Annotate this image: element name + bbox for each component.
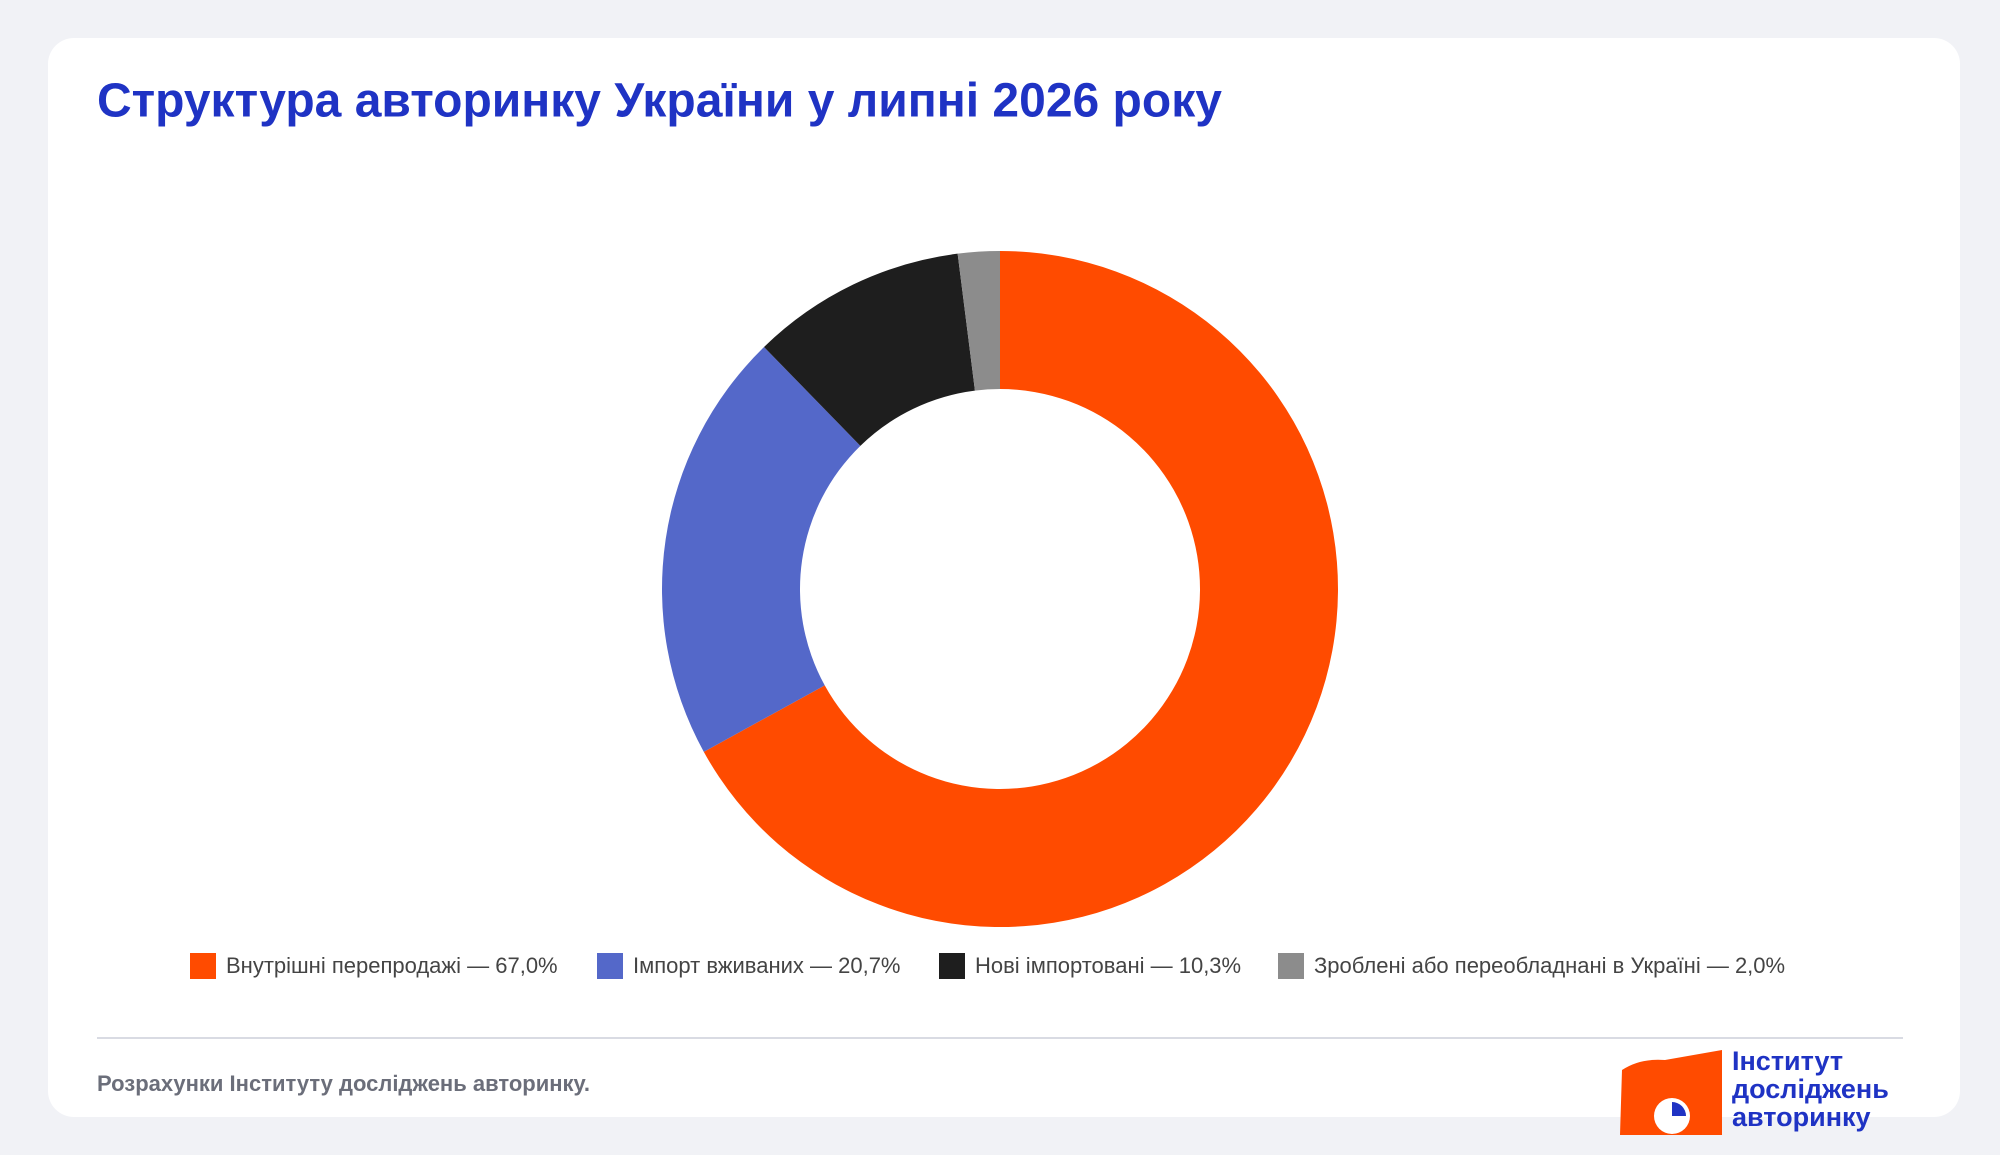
- donut-slice: [661, 347, 861, 752]
- logo-slice: [1672, 1102, 1686, 1116]
- legend-label: Нові імпортовані — 10,3%: [975, 953, 1241, 978]
- legend-swatch: [190, 953, 216, 979]
- chart-title: Структура авторинку України у липні 2026…: [97, 75, 1222, 128]
- legend-label: Імпорт вживаних — 20,7%: [633, 953, 901, 978]
- legend-label: Зроблені або переобладнані в Україні — 2…: [1314, 953, 1785, 978]
- donut-slice: [957, 251, 1000, 391]
- donut-slice: [764, 253, 975, 446]
- logo-text: досліджень: [1732, 1074, 1889, 1104]
- donut-slice: [703, 251, 1339, 927]
- legend-swatch: [597, 953, 623, 979]
- card: [48, 38, 1960, 1117]
- legend-label: Внутрішні перепродажі — 67,0%: [226, 953, 558, 978]
- logo-shape: [1620, 1050, 1722, 1135]
- logo-text: авторинку: [1732, 1102, 1871, 1132]
- legend-swatch: [939, 953, 965, 979]
- source-note: Розрахунки Інституту досліджень авторинк…: [97, 1071, 590, 1096]
- logo: Інститут досліджень авторинку: [1620, 1046, 1889, 1135]
- legend-swatch: [1278, 953, 1304, 979]
- logo-text: Інститут: [1732, 1046, 1843, 1076]
